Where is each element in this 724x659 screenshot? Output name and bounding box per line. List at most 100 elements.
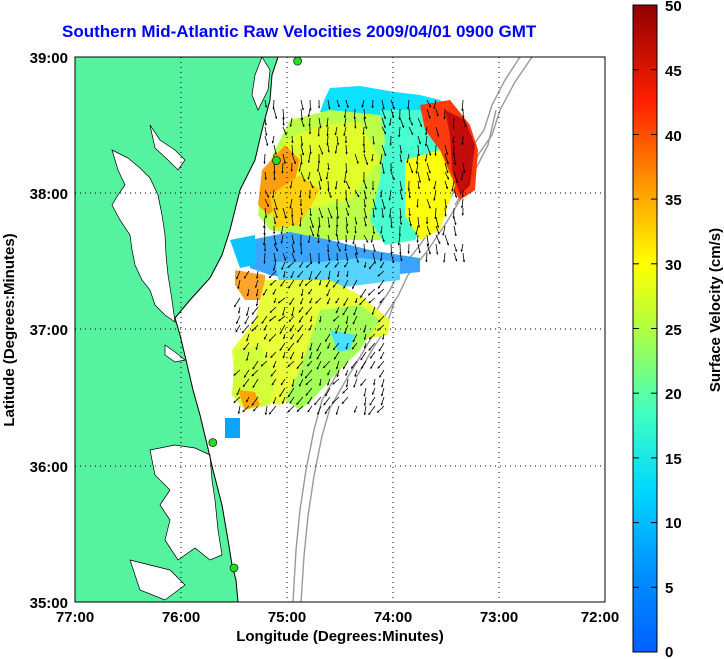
velocity-arrow <box>372 135 375 145</box>
velocity-arrow <box>435 225 440 235</box>
velocity-arrow <box>444 207 447 217</box>
velocity-arrow <box>307 171 311 180</box>
velocity-arrow <box>354 243 358 256</box>
velocity-arrow <box>399 153 403 163</box>
velocity-arrow <box>251 306 259 315</box>
velocity-arrow <box>271 378 277 386</box>
velocity-arrow <box>290 333 295 340</box>
y-tick-label: 37:00 <box>30 322 68 339</box>
velocity-arrow <box>334 180 338 190</box>
velocity-arrow <box>281 261 286 271</box>
velocity-arrow <box>235 324 241 333</box>
velocity-arrow <box>408 207 411 217</box>
velocity-arrow <box>444 234 449 246</box>
velocity-arrow <box>255 288 259 297</box>
velocity-arrow <box>282 333 286 340</box>
velocity-arrow <box>345 180 350 190</box>
velocity-arrow <box>327 252 331 261</box>
velocity-arrow <box>298 306 304 313</box>
velocity-arrow <box>307 108 311 118</box>
velocity-arrow <box>327 99 331 110</box>
velocity-arrow <box>264 207 268 219</box>
velocity-arrow <box>273 297 277 304</box>
station-marker <box>229 563 239 573</box>
velocity-arrow <box>300 297 304 305</box>
velocity-arrow <box>309 315 313 323</box>
velocity-arrow <box>453 153 457 166</box>
velocity-arrow <box>307 360 313 367</box>
velocity-arrow <box>407 99 410 110</box>
velocity-arrow <box>345 225 349 234</box>
velocity-arrow <box>461 99 464 112</box>
velocity-arrow <box>308 324 313 331</box>
velocity-arrow <box>255 342 259 351</box>
velocity-arrow <box>344 261 349 268</box>
velocity-arrow <box>289 396 295 404</box>
velocity-arrow <box>363 198 367 208</box>
velocity-arrow <box>332 342 340 351</box>
velocity-arrow <box>234 297 241 308</box>
velocity-arrow <box>273 252 277 263</box>
velocity-arrow <box>363 396 367 406</box>
velocity-arrow <box>350 360 358 369</box>
velocity-arrow <box>246 288 250 297</box>
velocity-arrow <box>417 144 420 157</box>
velocity-arrow <box>237 306 241 314</box>
velocity-arrow <box>279 342 286 351</box>
velocity-arrow <box>307 396 313 405</box>
velocity-arrow <box>336 243 341 252</box>
station-marker <box>272 156 281 165</box>
velocity-arrow <box>353 378 358 388</box>
velocity-arrow <box>281 162 284 174</box>
velocity-arrow <box>363 387 367 397</box>
velocity-arrow <box>399 207 403 219</box>
velocity-arrow <box>272 288 277 295</box>
velocity-arrow <box>417 171 422 184</box>
velocity-arrow <box>442 225 446 236</box>
velocity-arrow <box>380 351 385 360</box>
velocity-arrow <box>261 315 268 324</box>
velocity-arrow <box>343 117 347 127</box>
velocity-arrow <box>380 396 385 406</box>
y-tick-labels: 39:00 38:00 37:00 36:00 35:00 <box>30 50 68 612</box>
velocity-arrow <box>236 270 241 280</box>
velocity-arrow <box>264 135 269 147</box>
velocity-arrow <box>417 180 421 190</box>
velocity-arrow <box>291 234 295 245</box>
velocity-arrow <box>324 333 331 342</box>
velocity-arrow <box>273 243 279 252</box>
velocity-arrow <box>363 117 368 130</box>
velocity-arrow <box>426 171 431 182</box>
velocity-arrow <box>444 162 449 174</box>
velocity-arrow <box>318 216 321 228</box>
velocity-arrow <box>289 351 295 360</box>
velocity-vectors <box>233 99 467 416</box>
velocity-arrow <box>426 234 430 247</box>
velocity-arrow <box>354 225 357 234</box>
velocity-arrow <box>270 351 277 359</box>
velocity-arrow <box>426 198 431 209</box>
velocity-arrow <box>368 405 376 416</box>
velocity-arrow <box>372 243 376 253</box>
velocity-arrow <box>327 207 333 219</box>
velocity-arrow <box>307 234 311 244</box>
velocity-arrow <box>462 117 467 128</box>
velocity-arrow <box>363 234 369 243</box>
velocity-arrow <box>371 153 374 162</box>
velocity-arrow <box>269 306 277 313</box>
velocity-arrow <box>307 153 311 164</box>
velocity-arrow <box>282 117 285 126</box>
velocity-arrow <box>345 342 349 350</box>
velocity-arrow <box>345 378 349 388</box>
velocity-arrow <box>324 405 331 415</box>
velocity-arrow <box>291 252 296 263</box>
velocity-arrow <box>381 144 387 157</box>
velocity-arrow <box>363 324 367 333</box>
velocity-arrow <box>434 144 437 157</box>
velocity-arrow <box>290 270 295 279</box>
velocity-arrow <box>278 315 286 322</box>
velocity-arrow <box>300 108 304 121</box>
velocity-arrow <box>309 351 313 360</box>
velocity-arrow <box>260 360 268 367</box>
velocity-arrow <box>443 108 446 120</box>
